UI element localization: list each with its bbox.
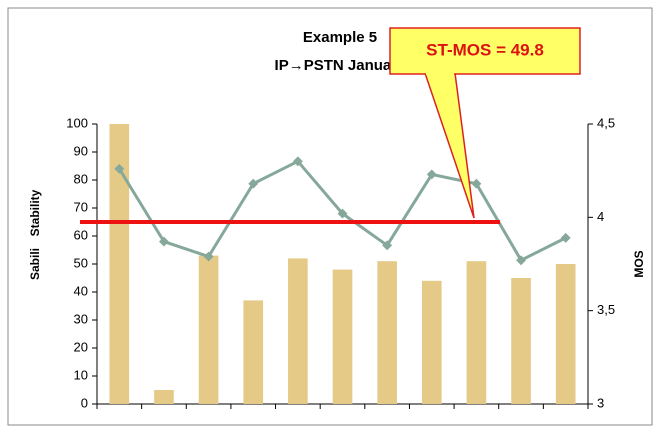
y2-tick-label: 4,5: [597, 115, 615, 130]
mos-marker: [114, 163, 125, 174]
y-tick-label: 10: [74, 367, 88, 382]
mos-marker: [292, 156, 303, 167]
chart-subtitle: IP→PSTN January: [275, 57, 407, 74]
y2-tick-label: 3: [597, 395, 604, 410]
y-tick-label: 60: [74, 227, 88, 242]
mos-marker: [560, 232, 571, 243]
mos-marker: [159, 236, 169, 247]
y-tick-label: 20: [74, 339, 88, 354]
bar: [198, 255, 219, 404]
bar: [511, 278, 531, 404]
y-tick-label: 100: [66, 115, 88, 130]
chart-title: Example 5: [303, 29, 377, 46]
y-tick-label: 0: [81, 395, 88, 410]
mos-marker: [248, 178, 259, 189]
y-tick-label: 80: [74, 171, 88, 186]
mos-marker: [337, 208, 348, 219]
bar: [243, 300, 264, 404]
y-tick-label: 90: [74, 143, 88, 158]
callout-box: [389, 27, 581, 75]
plot: 0 10 20 30 40 50 60 70 80 90 100 3 3,5 4 4,5: [66, 115, 615, 410]
y-axis-title: Stability: [28, 189, 42, 236]
bar: [466, 261, 487, 404]
y2-axis-title: MOS: [632, 250, 646, 277]
y-tick-label: 40: [74, 283, 88, 298]
callout-text: ST-MOS = 49.8: [426, 40, 544, 59]
bar: [377, 261, 397, 404]
mos-marker: [382, 240, 393, 251]
bar: [332, 269, 353, 404]
callout: ST-MOS = 49.8: [389, 27, 581, 219]
mos-marker: [516, 255, 526, 266]
y2-tick-label: 3,5: [597, 302, 615, 317]
callout-joint: [426, 71, 454, 75]
bar: [288, 258, 308, 404]
y2-tick-label: 4: [597, 209, 604, 224]
mos-marker: [426, 169, 437, 180]
bar: [555, 264, 576, 404]
bar: [109, 124, 130, 404]
mos-marker: [471, 178, 482, 189]
y-tick-label: 30: [74, 311, 88, 326]
y-tick-label: 70: [74, 199, 88, 214]
bar: [421, 280, 442, 404]
bar: [154, 390, 174, 404]
y-axis-title-overlay: Sabili: [28, 248, 42, 280]
y-tick-label: 50: [74, 255, 88, 270]
